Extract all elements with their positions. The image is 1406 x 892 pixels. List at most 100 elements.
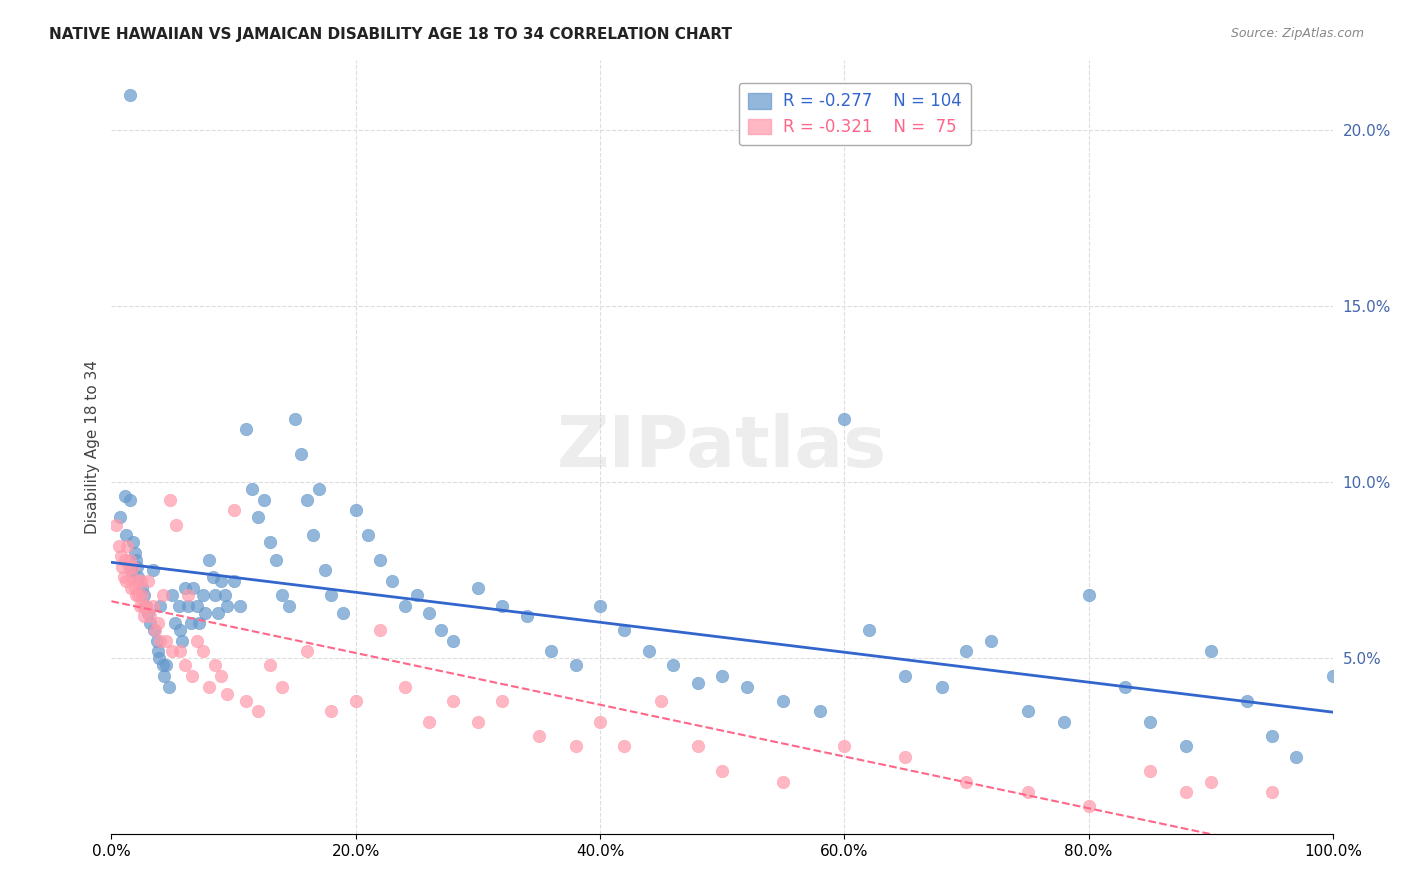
- Jamaicans: [235, 693, 257, 707]
- Y-axis label: Disability Age 18 to 34: Disability Age 18 to 34: [86, 360, 100, 534]
- Jamaicans: [894, 750, 917, 764]
- Jamaicans: [165, 517, 187, 532]
- Jamaicans: [129, 574, 152, 588]
- Jamaicans: [1199, 774, 1222, 789]
- Jamaicans: [117, 559, 139, 574]
- Jamaicans: [222, 503, 245, 517]
- Native Hawaiians: [172, 633, 194, 648]
- Jamaicans: [110, 549, 132, 564]
- Jamaicans: [589, 714, 612, 729]
- Jamaicans: [204, 658, 226, 673]
- Jamaicans: [120, 581, 142, 595]
- Native Hawaiians: [177, 599, 200, 613]
- Jamaicans: [772, 774, 794, 789]
- Text: ZIPatlas: ZIPatlas: [557, 412, 887, 482]
- Native Hawaiians: [834, 412, 856, 426]
- Jamaicans: [111, 559, 134, 574]
- Native Hawaiians: [125, 559, 148, 574]
- Jamaicans: [159, 492, 181, 507]
- Jamaicans: [491, 693, 513, 707]
- Jamaicans: [1175, 785, 1198, 799]
- Jamaicans: [114, 552, 136, 566]
- Native Hawaiians: [118, 87, 141, 102]
- Jamaicans: [181, 669, 204, 683]
- Native Hawaiians: [711, 669, 734, 683]
- Native Hawaiians: [980, 633, 1002, 648]
- Native Hawaiians: [228, 599, 250, 613]
- Jamaicans: [186, 633, 208, 648]
- Jamaicans: [105, 517, 128, 532]
- Native Hawaiians: [1285, 750, 1308, 764]
- Native Hawaiians: [1261, 729, 1284, 743]
- Native Hawaiians: [186, 599, 208, 613]
- Native Hawaiians: [209, 574, 232, 588]
- Native Hawaiians: [146, 644, 169, 658]
- Jamaicans: [125, 574, 148, 588]
- Native Hawaiians: [564, 658, 586, 673]
- Jamaicans: [613, 739, 636, 754]
- Native Hawaiians: [152, 658, 174, 673]
- Native Hawaiians: [127, 570, 149, 584]
- Native Hawaiians: [169, 623, 191, 637]
- Jamaicans: [1261, 785, 1284, 799]
- Native Hawaiians: [266, 552, 288, 566]
- Native Hawaiians: [180, 616, 202, 631]
- Native Hawaiians: [198, 552, 221, 566]
- Jamaicans: [136, 574, 159, 588]
- Native Hawaiians: [332, 606, 354, 620]
- Jamaicans: [1017, 785, 1039, 799]
- Jamaicans: [191, 644, 214, 658]
- Jamaicans: [1077, 799, 1099, 814]
- Native Hawaiians: [259, 535, 281, 549]
- Native Hawaiians: [381, 574, 404, 588]
- Native Hawaiians: [441, 633, 464, 648]
- Native Hawaiians: [772, 693, 794, 707]
- Native Hawaiians: [157, 680, 180, 694]
- Jamaicans: [132, 599, 155, 613]
- Native Hawaiians: [1199, 644, 1222, 658]
- Native Hawaiians: [1077, 588, 1099, 602]
- Native Hawaiians: [163, 616, 186, 631]
- Native Hawaiians: [253, 492, 276, 507]
- Jamaicans: [394, 680, 416, 694]
- Native Hawaiians: [858, 623, 880, 637]
- Native Hawaiians: [142, 563, 165, 577]
- Native Hawaiians: [134, 588, 156, 602]
- Native Hawaiians: [181, 581, 204, 595]
- Jamaicans: [134, 609, 156, 624]
- Native Hawaiians: [430, 623, 453, 637]
- Jamaicans: [117, 539, 139, 553]
- Native Hawaiians: [167, 599, 190, 613]
- Native Hawaiians: [124, 546, 146, 560]
- Native Hawaiians: [191, 588, 214, 602]
- Native Hawaiians: [344, 503, 367, 517]
- Jamaicans: [146, 616, 169, 631]
- Native Hawaiians: [148, 651, 170, 665]
- Jamaicans: [246, 704, 269, 718]
- Native Hawaiians: [139, 616, 162, 631]
- Native Hawaiians: [467, 581, 489, 595]
- Jamaicans: [152, 588, 174, 602]
- Native Hawaiians: [115, 528, 138, 542]
- Native Hawaiians: [394, 599, 416, 613]
- Native Hawaiians: [1053, 714, 1076, 729]
- Native Hawaiians: [125, 552, 148, 566]
- Native Hawaiians: [314, 563, 336, 577]
- Jamaicans: [217, 687, 239, 701]
- Jamaicans: [127, 588, 149, 602]
- Native Hawaiians: [217, 599, 239, 613]
- Native Hawaiians: [662, 658, 685, 673]
- Native Hawaiians: [173, 581, 195, 595]
- Jamaicans: [142, 599, 165, 613]
- Native Hawaiians: [1017, 704, 1039, 718]
- Native Hawaiians: [122, 535, 145, 549]
- Jamaicans: [834, 739, 856, 754]
- Native Hawaiians: [153, 669, 176, 683]
- Native Hawaiians: [1236, 693, 1258, 707]
- Native Hawaiians: [149, 599, 172, 613]
- Native Hawaiians: [894, 669, 917, 683]
- Native Hawaiians: [1139, 714, 1161, 729]
- Jamaicans: [145, 623, 167, 637]
- Jamaicans: [173, 658, 195, 673]
- Jamaicans: [124, 581, 146, 595]
